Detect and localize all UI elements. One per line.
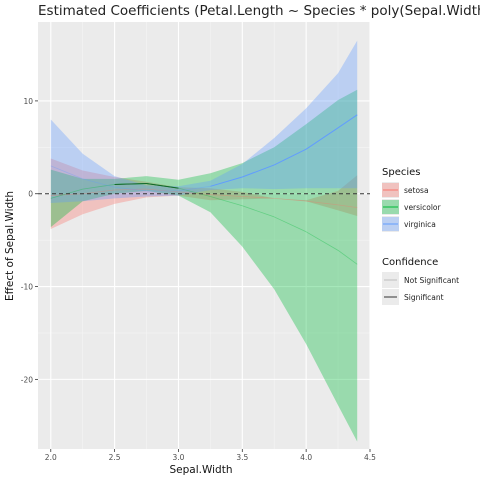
legend-label-confidence: Not Significant [404,276,459,285]
line-segment-setosa [306,200,339,206]
plot-panel [38,22,370,449]
legend-label-versicolor: versicolor [404,203,442,212]
x-tick-label: 4.0 [300,453,312,462]
line-segment-versicolor [82,184,115,190]
line-segment-virginica [210,176,243,187]
ribbon-setosa [50,158,358,229]
line-segment-virginica [82,178,115,188]
line-segment-setosa [114,188,147,191]
line-segment-versicolor [242,205,275,218]
y-tick-label: 0 [28,190,33,199]
line-segment-versicolor [305,231,339,251]
y-tick-label: -10 [21,283,33,292]
line-segment-virginica [305,127,339,150]
line-segment-setosa [50,193,83,196]
significant-segment-versicolor [146,183,179,189]
line-segment-virginica [337,114,358,129]
y-axis-ticks: 10 0 -10 -20 [21,97,38,384]
line-segment-virginica [242,164,275,178]
line-segment-virginica [178,185,211,192]
x-tick-label: 2.5 [109,453,121,462]
confidence-ribbons [50,40,358,442]
line-segment-setosa [146,188,179,193]
x-axis-ticks: 2.0 2.5 3.0 3.5 4.0 4.5 [45,449,376,462]
y-tick-label: 10 [23,97,33,106]
x-tick-label: 3.0 [172,453,184,462]
x-tick-label: 2.0 [45,453,57,462]
legend-label-virginica: virginica [404,220,436,229]
chart-title: Estimated Coefficients (Petal.Length ~ S… [38,3,480,19]
legend-species: Species setosa versicolor virginica [382,167,442,232]
x-tick-label: 3.5 [236,453,248,462]
y-axis-title: Effect of Sepal.Width [4,191,16,301]
legend-label-setosa: setosa [404,186,429,195]
ribbon-versicolor [50,89,358,442]
series-lines [50,114,358,265]
legend-key-bg [382,272,399,288]
line-segment-versicolor [274,216,307,233]
legend-confidence: Confidence Not Significant Significant [382,257,459,305]
significant-segment-versicolor [114,183,147,185]
line-segment-versicolor [210,196,243,207]
ribbon-virginica [50,40,358,203]
line-segment-setosa [242,196,275,199]
x-axis-title: Sepal.Width [170,464,233,476]
line-segment-virginica [114,186,147,192]
line-segment-setosa [338,204,358,209]
line-segment-virginica [50,165,83,180]
line-segment-setosa [82,189,115,195]
y-tick-label: -20 [21,375,33,384]
line-segment-versicolor [178,187,211,197]
line-segment-virginica [274,148,307,166]
legend-confidence-title: Confidence [382,257,438,268]
legend-label-confidence: Significant [404,293,444,302]
gridlines [38,22,371,449]
x-tick-label: 4.5 [364,453,376,462]
line-segment-setosa [210,194,243,197]
line-segment-versicolor [337,250,358,265]
legend-species-title: Species [382,167,421,178]
line-segment-setosa [274,197,307,202]
